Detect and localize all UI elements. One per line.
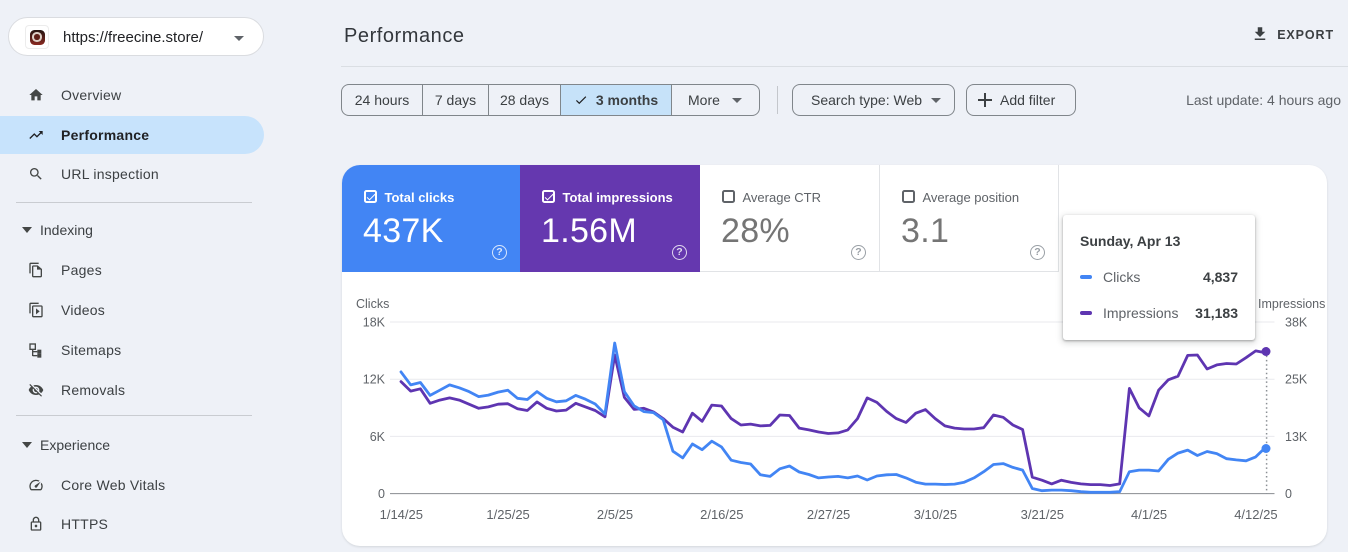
svg-text:Impressions: Impressions xyxy=(1258,297,1325,311)
svg-text:38K: 38K xyxy=(1285,316,1308,330)
svg-text:18K: 18K xyxy=(363,316,386,330)
svg-text:25K: 25K xyxy=(1285,373,1308,387)
svg-text:2/16/25: 2/16/25 xyxy=(700,507,743,522)
svg-text:0: 0 xyxy=(1285,487,1292,501)
svg-text:2/5/25: 2/5/25 xyxy=(597,507,633,522)
svg-text:4/12/25: 4/12/25 xyxy=(1234,507,1277,522)
svg-text:2/27/25: 2/27/25 xyxy=(807,507,850,522)
svg-text:1/25/25: 1/25/25 xyxy=(486,507,529,522)
svg-text:12K: 12K xyxy=(363,373,386,387)
svg-text:3/10/25: 3/10/25 xyxy=(914,507,957,522)
svg-text:3/21/25: 3/21/25 xyxy=(1021,507,1064,522)
svg-text:1/14/25: 1/14/25 xyxy=(380,507,423,522)
svg-text:4/1/25: 4/1/25 xyxy=(1131,507,1167,522)
svg-text:Clicks: Clicks xyxy=(356,297,389,311)
svg-text:6K: 6K xyxy=(370,430,386,444)
svg-text:0: 0 xyxy=(378,487,385,501)
svg-text:13K: 13K xyxy=(1285,430,1308,444)
